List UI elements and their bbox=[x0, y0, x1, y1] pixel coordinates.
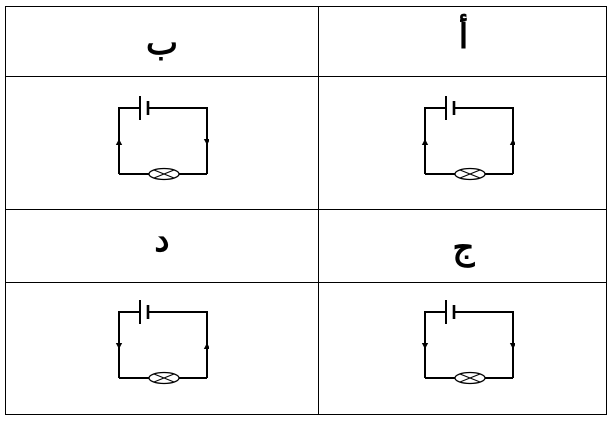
circuit-table: ب أ د ج bbox=[5, 6, 607, 415]
row-divider-1 bbox=[6, 76, 606, 77]
wire-left bbox=[424, 311, 445, 378]
cell-circuit-d bbox=[6, 283, 318, 414]
cell-circuit-b bbox=[6, 77, 318, 209]
label-b: ب bbox=[145, 23, 178, 63]
current-arrow-right-icon bbox=[203, 343, 209, 349]
circuit-wires bbox=[424, 107, 514, 175]
cell-circuit-c bbox=[319, 283, 608, 414]
current-arrow-left-icon bbox=[421, 139, 429, 145]
current-arrow-left-icon bbox=[115, 139, 123, 145]
lamp-cross-2 bbox=[459, 169, 481, 179]
current-arrow-right-icon bbox=[203, 139, 209, 145]
cell-label-b: ب bbox=[6, 7, 318, 76]
current-arrow-right-icon bbox=[509, 139, 515, 145]
wire-right bbox=[455, 107, 514, 174]
row-divider-3 bbox=[6, 282, 606, 283]
current-arrow-right-icon bbox=[509, 343, 515, 349]
lamp-cross-2 bbox=[153, 169, 175, 179]
column-divider bbox=[318, 7, 319, 414]
circuit-diagram-a bbox=[421, 96, 515, 181]
wire-left bbox=[424, 107, 445, 174]
circuit-wires bbox=[118, 107, 208, 175]
wire-right bbox=[149, 107, 208, 174]
label-a: أ bbox=[458, 17, 469, 57]
wire-left bbox=[118, 311, 139, 378]
cell-label-d: د bbox=[6, 210, 318, 282]
lamp-cross-2 bbox=[459, 373, 481, 383]
circuit-diagram-d bbox=[115, 300, 209, 385]
cell-label-a: أ bbox=[319, 7, 608, 76]
row-divider-2 bbox=[6, 209, 606, 210]
circuit-diagram-b bbox=[115, 96, 209, 181]
current-arrow-left-icon bbox=[421, 343, 429, 349]
circuit-wires bbox=[424, 311, 514, 379]
lamp-cross-2 bbox=[153, 373, 175, 383]
cell-circuit-a bbox=[319, 77, 608, 209]
circuit-diagram-c bbox=[421, 300, 515, 385]
circuit-wires bbox=[118, 311, 208, 379]
wire-left bbox=[118, 107, 139, 174]
label-c: ج bbox=[452, 228, 475, 268]
wire-right bbox=[149, 311, 208, 378]
cell-label-c: ج bbox=[319, 210, 608, 282]
wire-right bbox=[455, 311, 514, 378]
label-d: د bbox=[154, 220, 170, 260]
current-arrow-left-icon bbox=[115, 343, 123, 349]
